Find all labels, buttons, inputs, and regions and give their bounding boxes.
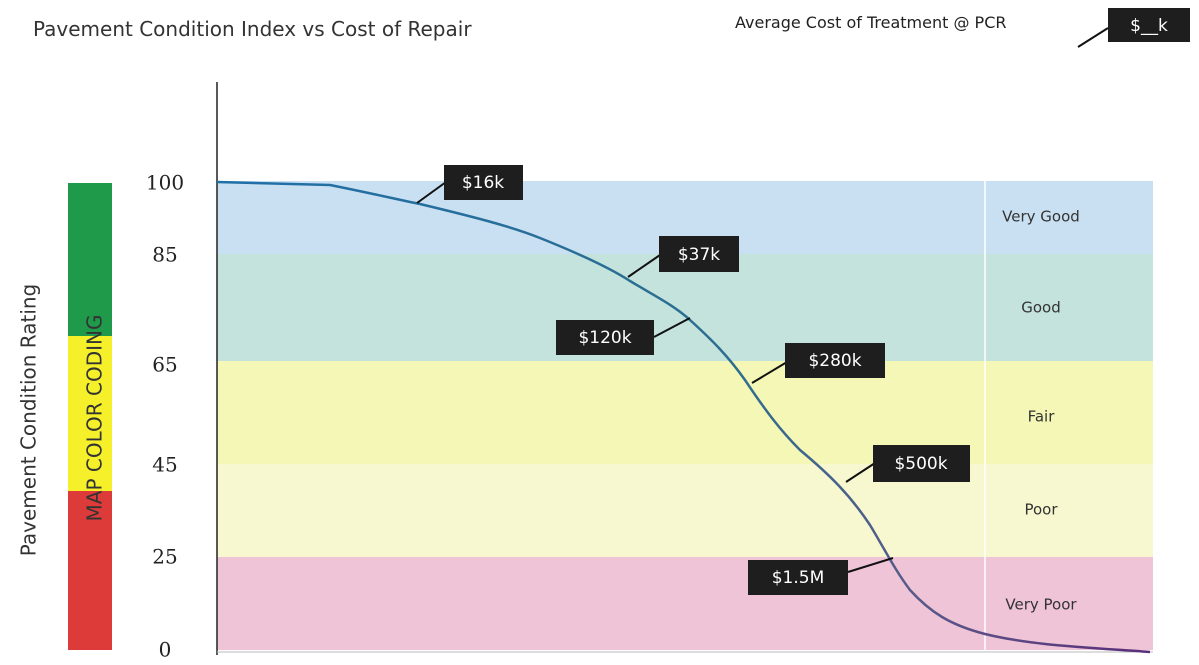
note-leader [1077,27,1109,48]
leader [845,462,876,483]
note-box-text: $__k [1130,16,1168,36]
band-label: Good [1021,299,1061,317]
cost-label: $16k [462,173,504,193]
y-ticks: 100 85 65 45 25 0 [146,171,184,662]
title: Pavement Condition Index vs Cost of Repa… [33,17,472,41]
bands: Very Good Good Fair Poor Very Poor [217,181,1153,650]
y-tick: 65 [152,353,177,377]
y-tick: 45 [152,453,177,477]
condition-curve [216,180,1151,654]
leader [416,181,447,204]
band-fair [217,361,1153,464]
cost-label: $120k [578,328,631,348]
color-green [68,183,112,336]
leader [653,317,691,338]
band-very-poor [217,557,1153,650]
leader [627,254,661,278]
band-label: Fair [1028,408,1056,426]
cost-label: $280k [808,351,861,371]
y-tick: 25 [152,545,177,569]
leader [751,361,788,384]
cost-labels: $16k $37k $120k $280k $500k $1.5M [416,165,970,595]
cost-box [444,165,523,200]
cost-label: $500k [894,454,947,474]
color-red [68,491,112,650]
y-tick: 85 [152,243,177,267]
y-tick: 100 [146,171,184,195]
color-bar-label: MAP COLOR CODING [83,315,107,522]
y-axis-title: Pavement Condition Rating [17,284,41,557]
note-box [1108,8,1190,42]
y-tick: 0 [159,638,172,662]
band-label: Poor [1024,501,1058,519]
leader [847,557,894,573]
note: Average Cost of Treatment @ PCR [735,13,1006,32]
cost-box [556,320,654,355]
cost-box [659,236,739,272]
band-label: Very Poor [1005,596,1077,614]
cost-label: $37k [678,245,720,265]
color-yellow [68,336,112,491]
cost-box [785,343,885,378]
cost-label: $1.5M [772,568,825,588]
band-label: Very Good [1002,208,1080,226]
cost-box [748,560,848,595]
cost-box [873,445,970,482]
color-bar: MAP COLOR CODING [68,183,112,650]
band-poor [217,464,1153,557]
